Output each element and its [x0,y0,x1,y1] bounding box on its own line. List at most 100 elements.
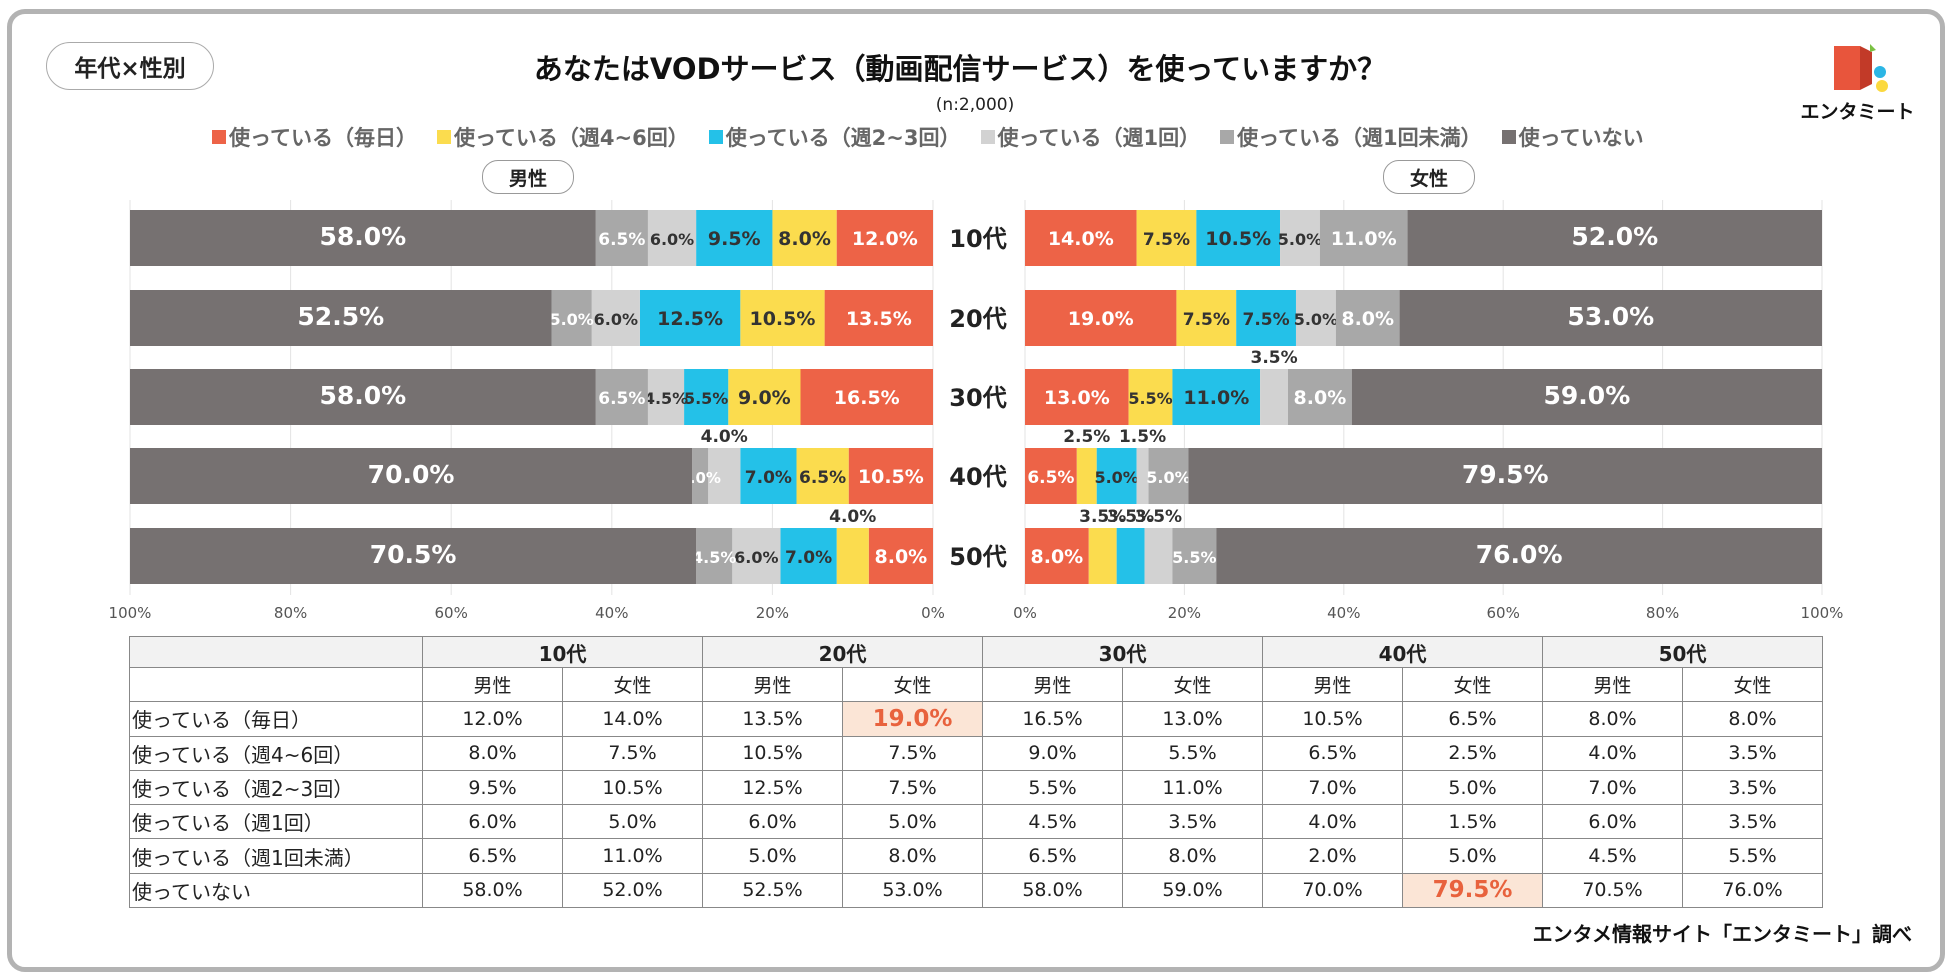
data-label: 9.5% [708,228,761,250]
bar-segment [728,369,801,425]
bar-segment [1196,210,1281,266]
bar-segment [595,210,648,266]
legend-item: 使っている（週2~3回） [708,122,961,152]
data-label: 7.5% [1143,230,1190,250]
table-row-label: 使っている（毎日） [129,701,423,737]
data-label: 4.5% [644,389,688,408]
outer-frame [7,9,1945,972]
data-label: 16.5% [834,387,900,409]
bar-segment [824,290,933,346]
bar-segment [595,369,648,425]
bar-segment [836,210,933,266]
data-label: 6.0% [594,310,638,329]
data-label: 58.0% [320,381,407,410]
legend-item: 使っている（週1回） [980,122,1200,152]
bar-segment [772,210,837,266]
axis-tick-label: 60% [435,604,468,622]
bar-segment [1136,448,1149,504]
bar-segment [684,369,729,425]
table-cell: 12.5% [702,769,843,806]
data-label: 5.0% [1094,468,1138,487]
bar-segment [1076,448,1097,504]
table-cell: 5.0% [1402,769,1543,806]
source-note: エンタメ情報サイト「エンタミート」調べ [1532,922,1912,946]
table-cell: 76.0% [1682,872,1823,909]
data-label: 5.5% [1172,548,1216,567]
data-label: 12.0% [852,228,918,250]
table-cell: 70.5% [1542,872,1683,909]
bar-segment [1025,369,1129,425]
table-gender-header: 女性 [1122,666,1263,703]
table-cell: 2.0% [1262,838,1403,874]
table-row-label: 使っている（週1回未満） [129,838,423,874]
legend-item: 使っている（週1回未満） [1220,122,1482,152]
legend-label: 使っている（週1回未満） [1237,126,1482,150]
stacked-bar-chart: 12.0% 8.0% 9.5% 6.0% 6.5% 58.0% 13.5% 10.5% 12.5… [109,200,1844,622]
table-age-header: 50代 [1542,636,1823,668]
table-cell: 8.0% [1122,838,1263,874]
bar-segment [732,528,781,584]
category-label: 10代 [949,225,1006,253]
data-label: 8.0% [875,546,928,568]
axis-tick-label: 100% [1801,604,1844,622]
legend-label: 使っている（週4~6回） [453,126,689,150]
data-label: 14.0% [1048,228,1114,250]
data-label: 13.5% [846,308,912,330]
table-row-label: 使っている（週4~6回） [129,735,423,771]
category-label: 50代 [949,543,1006,571]
table-cell: 5.5% [982,769,1123,806]
table-cell: 16.5% [982,701,1123,737]
legend-label: 使っている（毎日） [229,126,417,150]
data-label: 52.5% [297,302,384,331]
data-label: 7.5% [1243,310,1290,330]
bar-segment [848,448,933,504]
table-cell: 5.0% [1402,838,1543,874]
bar-segment [647,369,685,425]
table-cell: 5.5% [1122,735,1263,771]
bar-segment [696,528,733,584]
data-label: 52.0% [1571,222,1658,251]
data-table: 10代 20代 30代 40代 50代 男性 女性 男性 女性 男性 女性 男性… [129,636,1823,909]
legend-label: 使っていない [1518,126,1644,150]
bar-segment [1216,528,1822,584]
bar-segment [740,448,797,504]
table-cell: 8.0% [1682,701,1823,737]
bar-segment [836,528,869,584]
data-label: 8.0% [1294,387,1347,409]
bar-segment [740,290,825,346]
data-label: 1.5% [1119,427,1166,447]
axis-tick-label: 60% [1487,604,1520,622]
data-label: 19.0% [1068,308,1134,330]
category-label: 30代 [949,384,1006,412]
panel-label-male: 男性 [482,160,574,194]
data-label: 6.5% [1027,468,1074,488]
data-label: 6.5% [799,468,846,488]
bar-segment [1025,210,1137,266]
table-cell: 12.0% [422,701,563,737]
bar-segment [868,528,933,584]
table-gender-header: 女性 [562,666,703,703]
table-cell: 4.5% [982,804,1123,840]
bar-segment [130,290,552,346]
data-label: 6.0% [650,230,694,249]
table-row: 使っている（週1回） 6.0% 5.0% 6.0% 5.0% 4.5% 3.5%… [129,804,1823,840]
table-age-header: 30代 [982,636,1263,668]
data-label: 2.5% [1063,427,1110,447]
table-cell: 3.5% [1682,804,1823,840]
brand-logo-text: エンタミート [1800,101,1915,123]
table-corner-cell [129,636,423,668]
table-cell: 3.5% [1682,769,1823,806]
data-label: 3.5% [1107,507,1154,527]
table-cell: 4.0% [1542,735,1683,771]
table-corner-cell [129,666,423,703]
bar-segment [1148,448,1189,504]
bar-segment [692,448,709,504]
data-label: 76.0% [1476,540,1563,569]
axis-tick-label: 20% [1168,604,1201,622]
table-row: 使っている（週1回未満） 6.5% 11.0% 5.0% 8.0% 6.5% 8… [129,838,1823,874]
data-label: 58.0% [320,222,407,251]
table-gender-header: 男性 [422,666,563,703]
bar-segment [780,528,837,584]
bar-segment [1288,369,1352,425]
table-cell: 4.0% [1262,804,1403,840]
